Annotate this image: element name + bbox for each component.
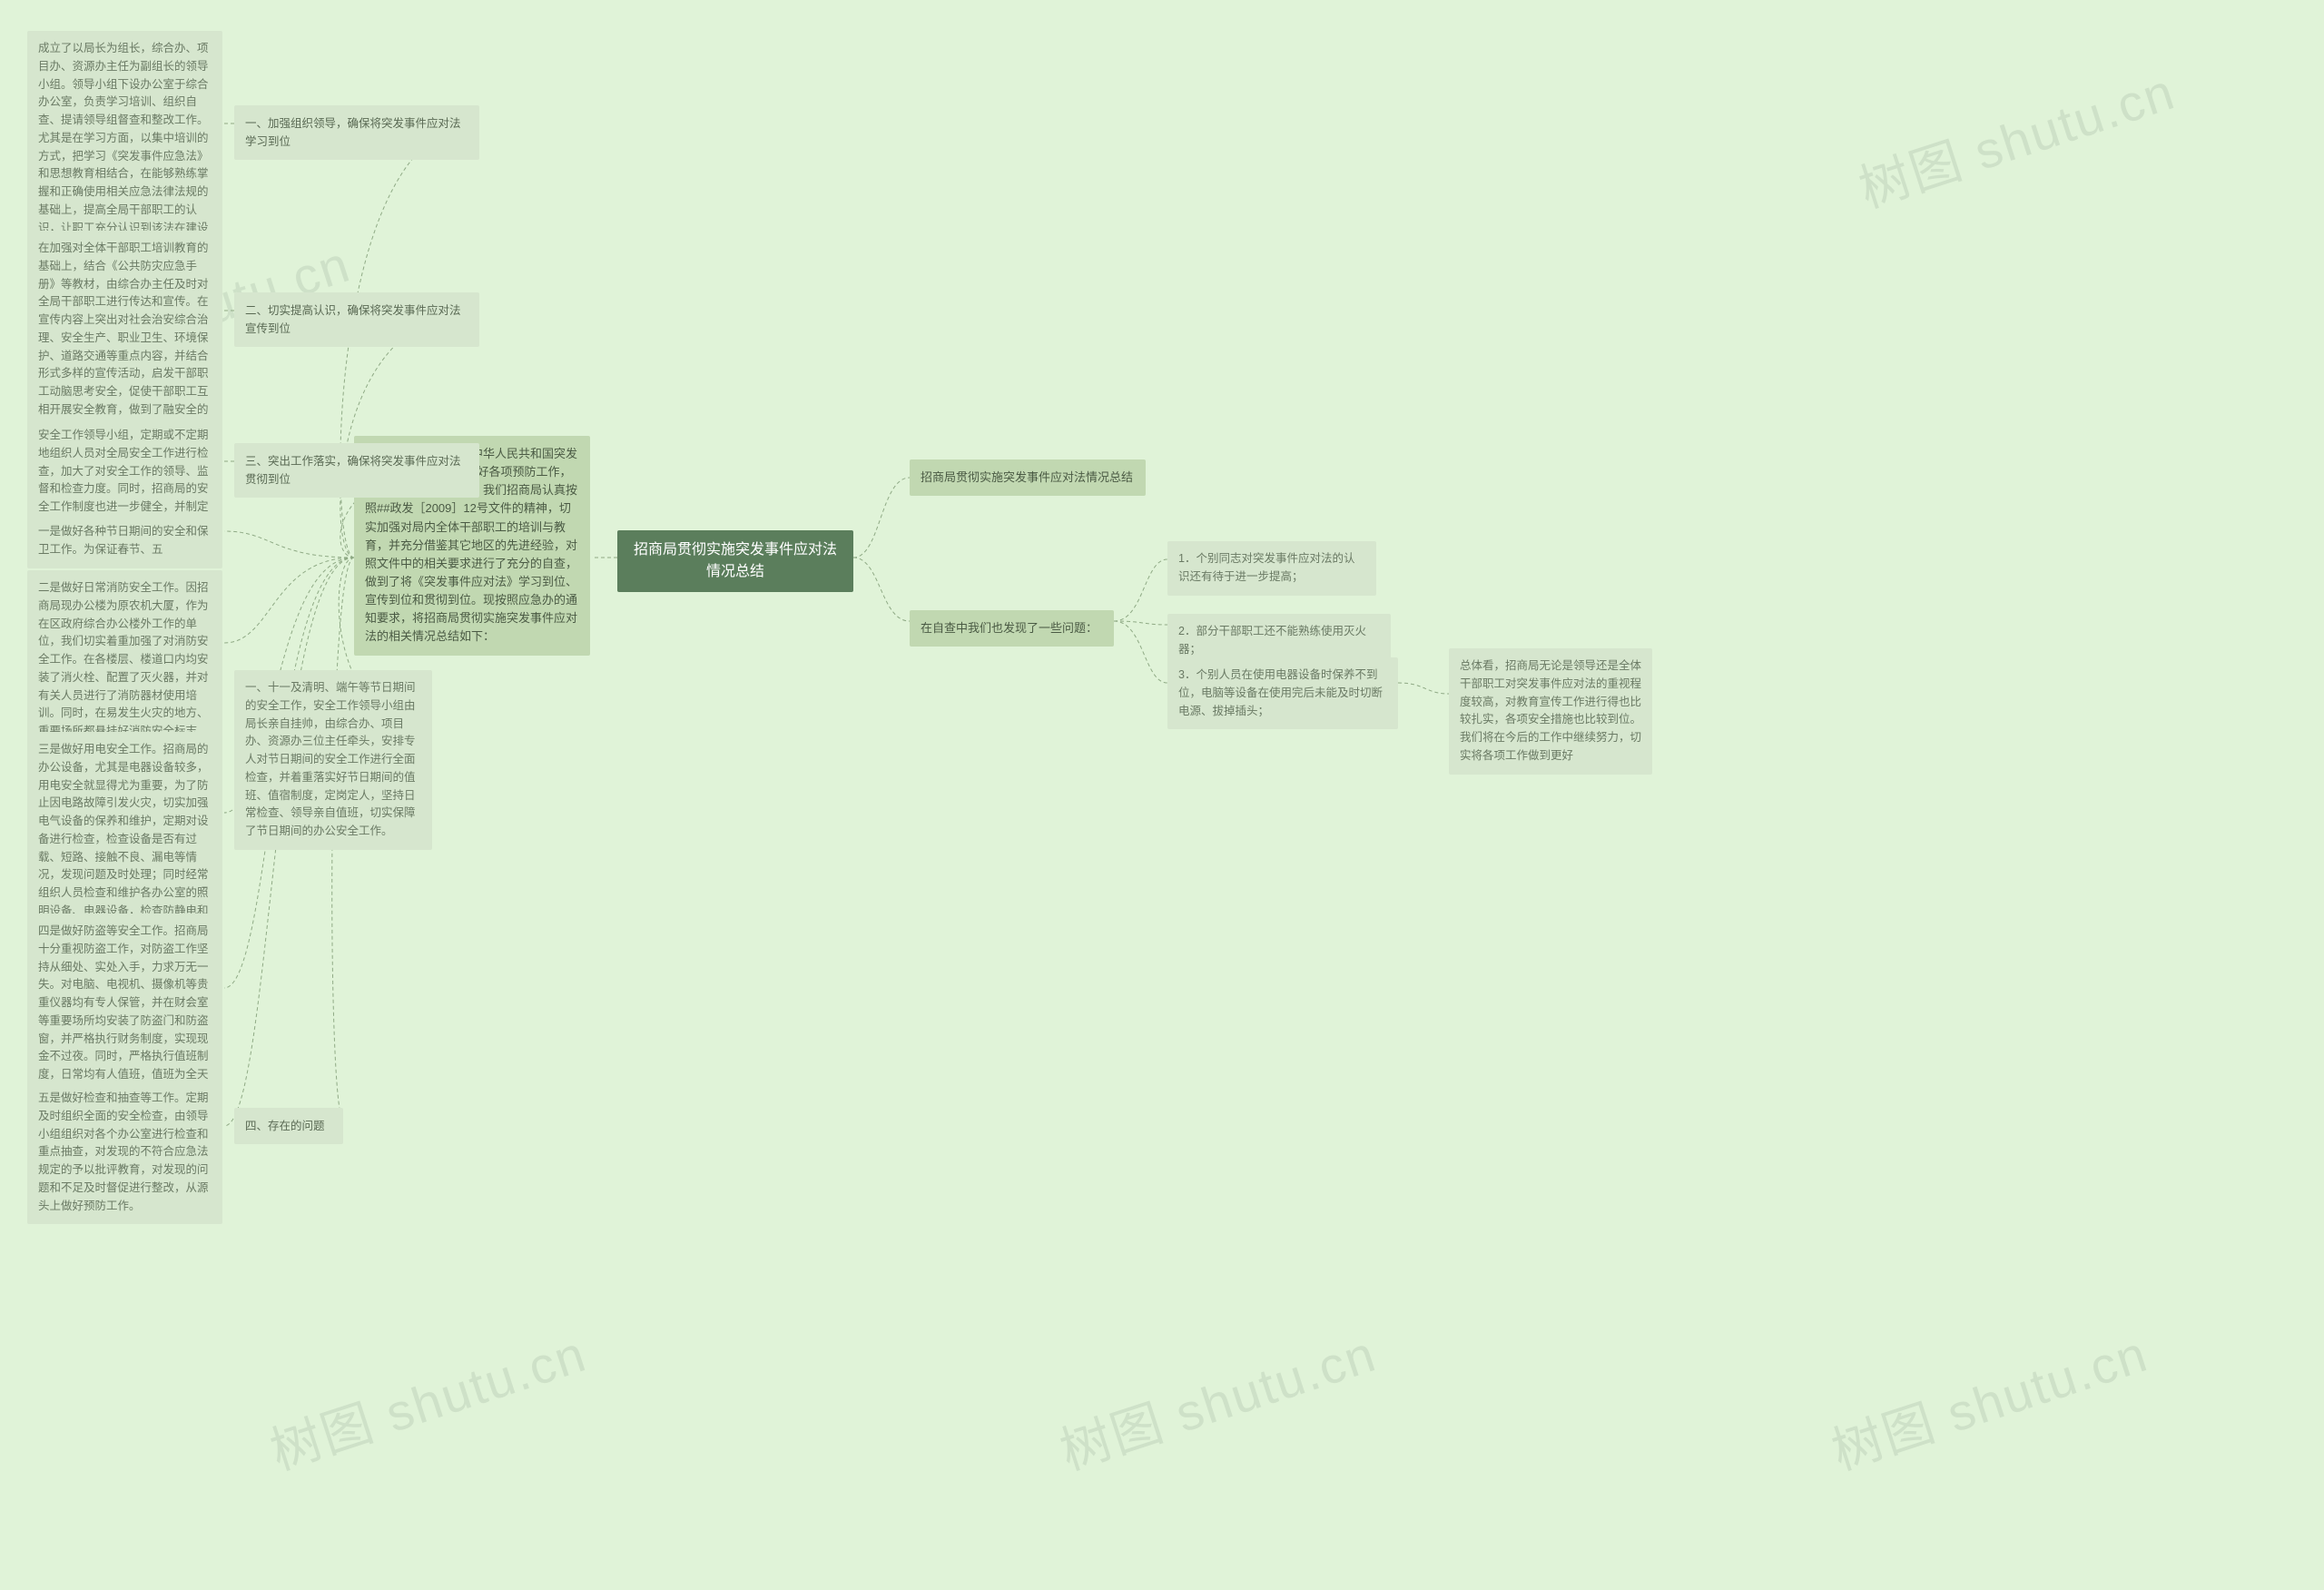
left-leaf-4e: 五是做好检查和抽查等工作。定期及时组织全面的安全检查，由领导小组组织对各个办公室… [27, 1081, 222, 1224]
left-branch-3[interactable]: 三、突出工作落实，确保将突发事件应对法贯彻到位 [234, 443, 479, 498]
watermark: 树图 shutu.cn [1848, 51, 2183, 222]
left-branch-2[interactable]: 二、切实提高认识，确保将突发事件应对法宣传到位 [234, 292, 479, 347]
right-branch-2[interactable]: 在自查中我们也发现了一些问题： [910, 610, 1114, 647]
watermark: 树图 shutu.cn [1821, 1313, 2156, 1485]
left-branch-1[interactable]: 一、加强组织领导，确保将突发事件应对法学习到位 [234, 105, 479, 160]
watermark: 树图 shutu.cn [260, 1313, 595, 1485]
right-leaf-1: 1．个别同志对突发事件应对法的认识还有待于进一步提高； [1167, 541, 1376, 596]
left-leaf-4f: 一、十一及清明、端午等节日期间的安全工作，安全工作领导小组由局长亲自挂帅，由综合… [234, 670, 432, 850]
right-leaf-3: 3．个别人员在使用电器设备时保养不到位，电脑等设备在使用完后未能及时切断电源、拔… [1167, 657, 1398, 729]
root-node[interactable]: 招商局贯彻实施突发事件应对法情况总结 [617, 530, 853, 592]
right-branch-1[interactable]: 招商局贯彻实施突发事件应对法情况总结 [910, 459, 1146, 496]
left-branch-4[interactable]: 四、存在的问题 [234, 1108, 343, 1144]
watermark: 树图 shutu.cn [1049, 1313, 1384, 1485]
right-summary: 总体看，招商局无论是领导还是全体干部职工对突发事件应对法的重视程度较高，对教育宣… [1449, 648, 1652, 775]
left-leaf-4a: 一是做好各种节日期间的安全和保卫工作。为保证春节、五 [27, 514, 222, 568]
